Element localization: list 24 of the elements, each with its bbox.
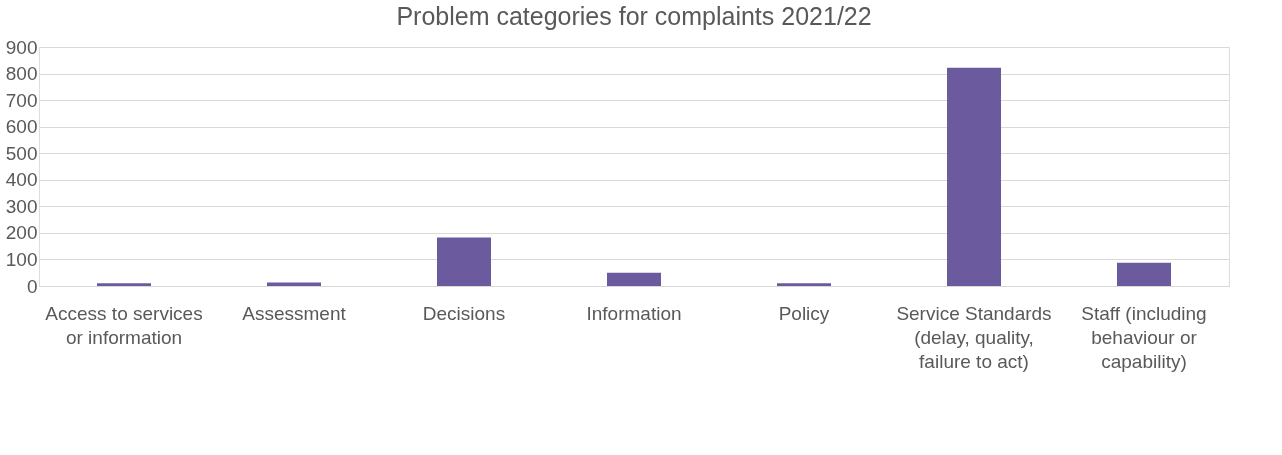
bar: [437, 237, 491, 286]
bar: [607, 272, 661, 286]
y-tick-label: 200: [5, 222, 38, 244]
x-tick-label: Assessment: [242, 302, 347, 324]
bar: [777, 283, 831, 286]
y-tick-label: 900: [5, 36, 38, 58]
x-tick-label: Decisions: [422, 302, 506, 324]
x-tick-label: Policy: [778, 302, 830, 324]
y-tick-label: 400: [5, 169, 38, 191]
y-tick-label: 800: [5, 63, 38, 85]
x-tick-label: Access to services or information: [45, 302, 203, 348]
bar: [97, 283, 151, 286]
x-tick-label: Information: [586, 302, 682, 324]
bar: [1117, 262, 1171, 286]
x-tick-label: Staff (including behaviour or capability): [1081, 302, 1207, 372]
y-tick-label: 100: [5, 248, 38, 270]
y-tick-label: 0: [26, 275, 38, 297]
chart-title: Problem categories for complaints 2021/22: [396, 2, 872, 30]
y-tick-label: 600: [5, 116, 38, 138]
y-tick-label: 700: [5, 89, 38, 111]
bar: [947, 67, 1001, 286]
y-tick-label: 300: [5, 195, 38, 217]
x-tick-label: Service Standards (delay, quality, failure to act): [896, 302, 1052, 372]
y-tick-label: 500: [5, 142, 38, 164]
